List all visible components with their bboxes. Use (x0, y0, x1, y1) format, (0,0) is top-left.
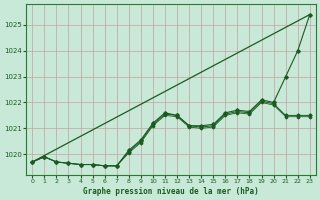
X-axis label: Graphe pression niveau de la mer (hPa): Graphe pression niveau de la mer (hPa) (83, 187, 259, 196)
